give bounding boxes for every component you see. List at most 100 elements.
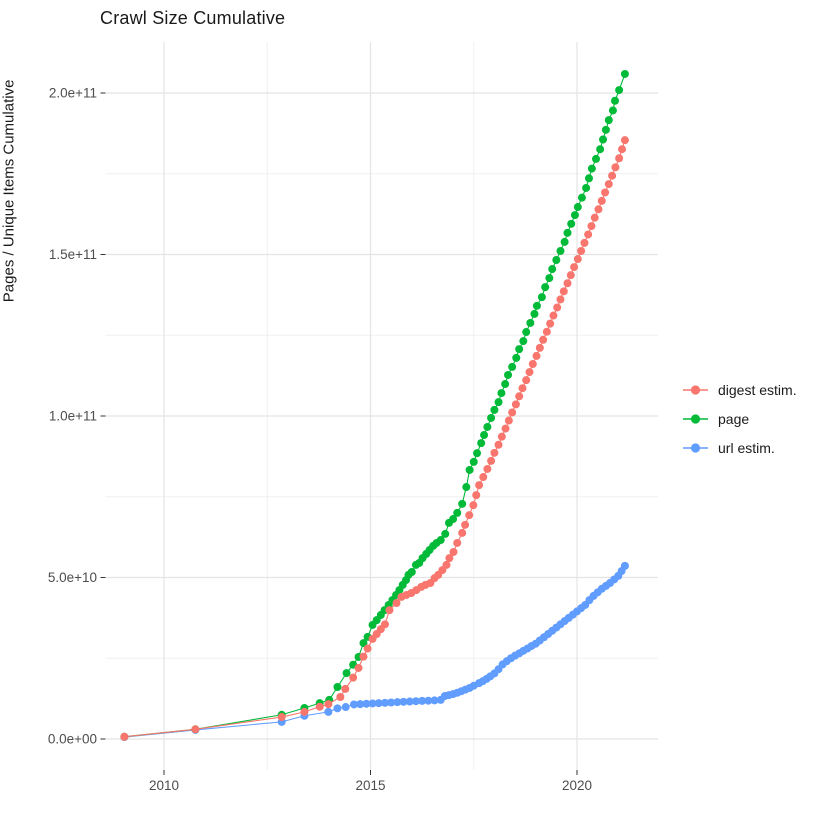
data-point [494, 398, 503, 407]
data-point [490, 405, 499, 414]
legend: digest estim. page url estim. [682, 381, 797, 457]
data-point [494, 440, 503, 449]
data-point [618, 145, 627, 154]
data-point [333, 704, 342, 713]
data-point [458, 499, 467, 508]
data-point [504, 416, 513, 425]
data-point [374, 699, 383, 708]
data-point [333, 682, 342, 691]
data-point [477, 439, 486, 448]
data-point [582, 183, 591, 192]
data-point [620, 136, 629, 145]
data-point [362, 699, 371, 708]
data-point [315, 702, 324, 711]
data-point [573, 203, 582, 212]
data-point [462, 483, 471, 492]
data-point [441, 529, 450, 538]
x-tick-labels: 2010 2015 2020 [149, 778, 592, 793]
data-point [525, 368, 534, 377]
data-point [590, 213, 599, 222]
data-point [563, 279, 572, 288]
series-digest-estim- [120, 136, 629, 741]
data-point [475, 481, 484, 490]
data-point [559, 287, 568, 296]
data-point [573, 255, 582, 264]
data-point [587, 164, 596, 173]
data-point [526, 318, 535, 327]
data-point [465, 511, 474, 520]
data-point [577, 246, 586, 255]
data-point [549, 311, 558, 320]
data-point [479, 473, 488, 482]
data-point [392, 599, 401, 608]
data-point [508, 408, 517, 417]
data-point [528, 359, 537, 368]
data-point [597, 196, 606, 205]
data-point [449, 547, 458, 556]
data-point [563, 228, 572, 237]
page-title: Crawl Size Cumulative [100, 8, 286, 28]
data-point [620, 69, 629, 78]
data-point [449, 515, 458, 524]
data-point [566, 271, 575, 280]
legend-item-url-estim: url estim. [682, 439, 797, 457]
data-point [515, 345, 524, 354]
data-point [541, 283, 550, 292]
data-point [512, 353, 521, 362]
data-point [545, 274, 554, 283]
data-point [336, 693, 345, 702]
data-point [349, 673, 358, 682]
data-point [620, 561, 629, 570]
data-point [418, 696, 427, 705]
data-point [497, 389, 506, 398]
legend-label-url-estim: url estim. [718, 440, 775, 456]
data-point [424, 696, 433, 705]
y-tick-label: 2.0e+11 [49, 86, 97, 101]
legend-label-page: page [718, 411, 750, 427]
y-tick-labels: 0.0e+00 5.0e+10 1.0e+11 1.5e+11 2.0e+11 [48, 86, 97, 747]
data-point [594, 205, 603, 214]
data-point [615, 86, 624, 95]
data-point [501, 380, 510, 389]
data-point [535, 343, 544, 352]
data-point [469, 501, 478, 510]
data-point [519, 337, 528, 346]
data-point [453, 508, 462, 517]
data-point [342, 669, 351, 678]
data-point [393, 698, 402, 707]
data-point [300, 707, 309, 716]
legend-key-url-icon [683, 443, 708, 453]
data-point [570, 263, 579, 272]
y-axis-title: Pages / Unique Items Cumulative [0, 79, 18, 303]
data-point [472, 491, 481, 500]
data-point [570, 211, 579, 220]
data-point [480, 431, 489, 440]
data-point [515, 392, 524, 401]
x-tick-label: 2020 [562, 778, 592, 793]
data-point [487, 456, 496, 465]
data-point [548, 265, 557, 274]
data-point [532, 351, 541, 360]
data-point [522, 328, 531, 337]
data-point [120, 732, 129, 741]
data-point [380, 698, 389, 707]
data-point [356, 700, 365, 709]
grid-major [105, 42, 658, 770]
legend-item-page: page [682, 410, 797, 428]
data-point [399, 697, 408, 706]
data-point [610, 96, 619, 105]
data-point [436, 536, 445, 545]
data-point [458, 528, 467, 537]
legend-key-page-icon [683, 414, 708, 424]
axis-ticks [100, 92, 578, 775]
y-tick-label: 5.0e+10 [48, 570, 97, 585]
legend-key-digest-icon [683, 385, 708, 395]
data-point [405, 697, 414, 706]
data-point [191, 725, 200, 734]
data-point [341, 684, 350, 693]
series-url-estim- [120, 561, 629, 742]
data-point [508, 362, 517, 371]
data-point [277, 713, 286, 722]
data-point [560, 237, 569, 246]
data-point [556, 246, 565, 255]
